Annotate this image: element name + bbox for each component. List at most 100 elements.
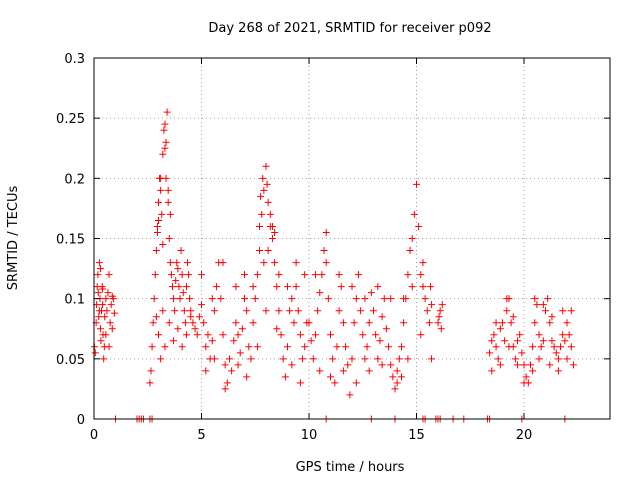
data-point (511, 355, 519, 363)
data-point (155, 331, 162, 339)
data-point (184, 259, 192, 267)
data-point (507, 319, 515, 327)
data-point (316, 289, 324, 297)
data-point (228, 367, 236, 375)
y-tick-label: 0.3 (64, 52, 85, 67)
data-point (318, 271, 326, 279)
x-tick-label: 20 (516, 428, 533, 443)
data-point (305, 319, 313, 327)
data-point (259, 174, 267, 182)
data-point (391, 385, 399, 393)
data-point (410, 210, 418, 218)
data-point (163, 108, 171, 116)
data-point (389, 373, 397, 381)
y-axis-label: SRMTID / TECUs (6, 186, 21, 291)
data-point (331, 379, 339, 387)
data-point (198, 271, 205, 279)
data-point (108, 292, 116, 300)
data-point (569, 361, 577, 369)
data-point (152, 247, 160, 255)
data-point (550, 343, 558, 351)
data-point (428, 355, 436, 363)
data-point (241, 271, 248, 279)
data-point (96, 325, 104, 333)
data-point (529, 367, 537, 375)
data-point (268, 222, 276, 230)
data-point (335, 307, 343, 315)
data-point (149, 319, 157, 327)
data-point (160, 126, 168, 134)
data-point (322, 228, 330, 236)
data-point (198, 301, 205, 309)
data-point (554, 367, 562, 375)
data-point (273, 283, 281, 291)
data-point (539, 301, 547, 309)
data-point (91, 349, 99, 357)
data-point (271, 259, 279, 267)
data-point (275, 271, 283, 279)
data-point (181, 319, 189, 327)
data-point (529, 343, 537, 351)
data-point (533, 301, 541, 309)
data-point (374, 355, 382, 363)
data-point (288, 361, 296, 369)
data-point (165, 235, 173, 242)
data-point (488, 367, 496, 375)
data-point (301, 343, 309, 351)
data-point (234, 331, 242, 339)
data-point (393, 379, 401, 387)
data-point (110, 309, 118, 317)
data-point (164, 186, 172, 194)
data-point (438, 301, 446, 309)
data-point (243, 373, 251, 381)
data-point (563, 355, 571, 363)
data-point (559, 307, 567, 315)
data-point (567, 307, 575, 315)
data-point (301, 271, 309, 279)
data-point (322, 259, 330, 267)
data-point (162, 138, 170, 146)
data-point (413, 180, 420, 188)
y-tick-label: 0.2 (64, 172, 85, 187)
data-point (107, 301, 115, 309)
data-point (157, 186, 165, 194)
data-point (490, 331, 498, 339)
data-point (348, 355, 356, 363)
data-point (408, 235, 416, 242)
data-point (256, 247, 264, 255)
data-point (221, 361, 229, 369)
data-point (539, 337, 547, 345)
data-point (397, 373, 405, 381)
data-point (95, 313, 103, 321)
data-point (509, 313, 517, 321)
data-point (166, 210, 174, 218)
data-point (437, 325, 445, 333)
data-point (257, 192, 265, 200)
data-point (311, 331, 319, 339)
data-point (404, 271, 412, 279)
data-point (264, 247, 272, 255)
data-point (175, 283, 183, 291)
data-point (158, 210, 166, 218)
data-point (195, 313, 203, 321)
data-point (357, 307, 365, 315)
data-point (423, 307, 431, 315)
data-point (152, 313, 160, 321)
data-point (178, 343, 186, 351)
data-point (234, 361, 242, 369)
data-point (333, 343, 341, 351)
data-point (150, 295, 158, 303)
data-point (316, 367, 324, 375)
grid (94, 58, 610, 419)
data-point (96, 265, 104, 273)
data-point (95, 259, 103, 267)
data-point (531, 319, 539, 327)
data-point (417, 331, 425, 339)
data-point (277, 331, 285, 339)
data-point (217, 295, 225, 303)
data-point (376, 337, 384, 345)
data-point (522, 373, 530, 381)
x-axis-label: GPS time / hours (296, 460, 405, 475)
data-point (147, 367, 155, 375)
